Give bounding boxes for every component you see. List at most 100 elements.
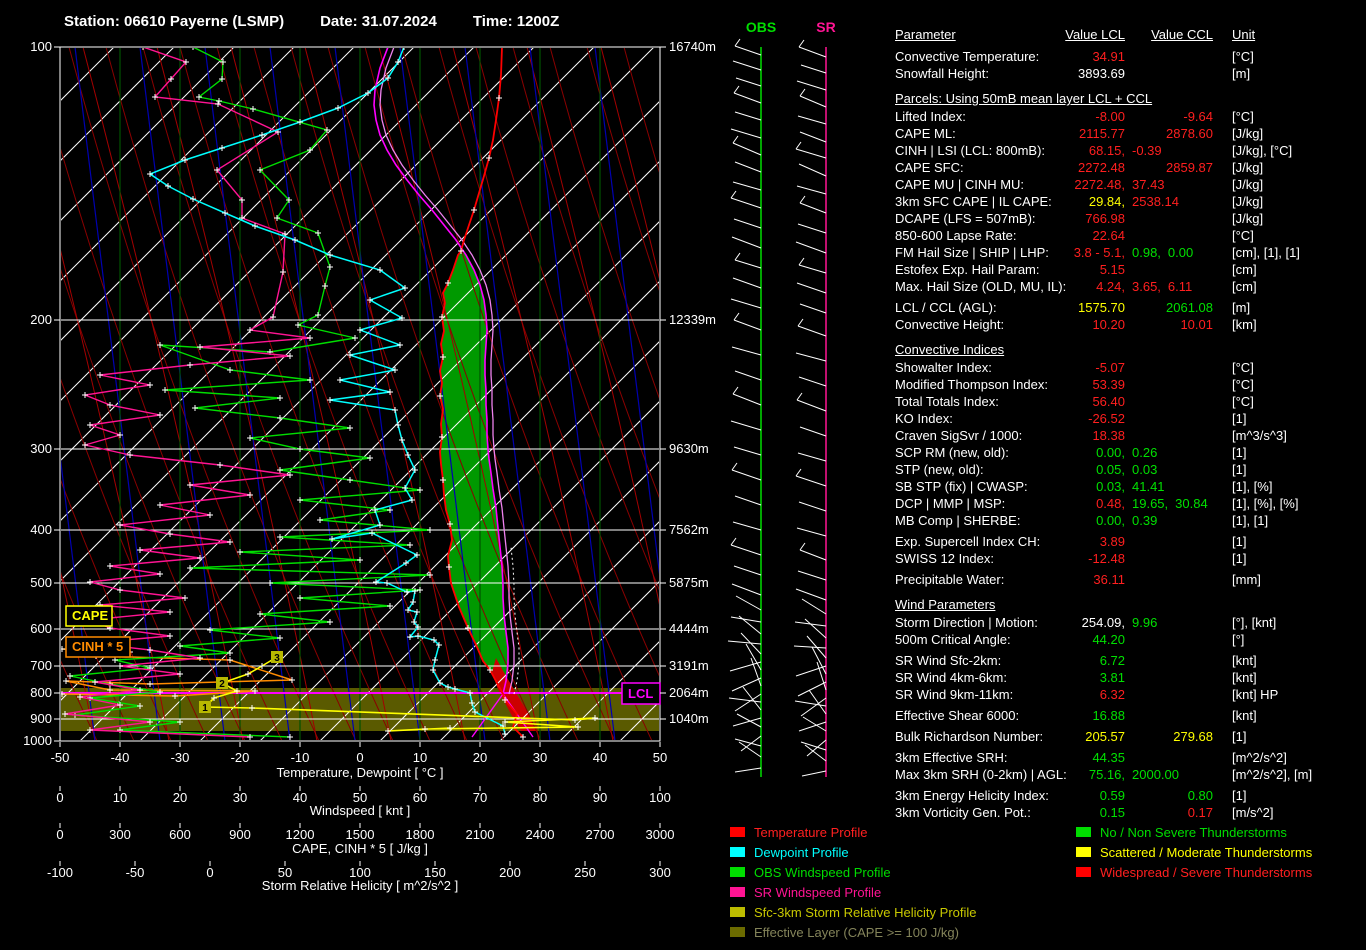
pressure-tick-label: 100	[30, 39, 52, 54]
svg-text:3: 3	[274, 653, 280, 664]
pressure-tick-label: 200	[30, 312, 52, 327]
pressure-tick-label: 500	[30, 575, 52, 590]
table-row: MB Comp | SHERBE: 0.00, 0.39 [1], [1]	[895, 513, 1269, 528]
legend-label: Widespread / Severe Thunderstorms	[1100, 864, 1313, 880]
obs-windspeed-profile	[67, 48, 433, 740]
chart-title: Station: 06610 Payerne (LSMP) Date: 31.07…	[64, 13, 595, 30]
cinh-area	[492, 658, 536, 731]
axis-tick-label: 50	[353, 790, 367, 805]
chart-border	[59, 46, 661, 742]
table-row: Total Totals Index: 56.40 [°C]	[895, 394, 1254, 409]
bottom-axis-2: 0 300 600 900 1200 1500 1800 2100 2400 2700 3000 CA…	[56, 823, 674, 856]
lcl-label: LCL	[621, 682, 661, 705]
axis-tick-label: 30	[533, 750, 547, 765]
svg-text:LCL: LCL	[628, 686, 653, 701]
table-row: Lifted Index: -8.00 -9.64 [°C]	[895, 109, 1254, 124]
table-row: CAPE ML: 2115.77 2878.60 [J/kg]	[895, 126, 1264, 141]
severity-legend: No / Non Severe Thunderstorms Scattered /…	[1076, 822, 1312, 882]
table-row: STP (new, old): 0.05, 0.03 [1]	[895, 462, 1247, 477]
table-row: SWISS 12 Index: -12.48 [1]	[895, 551, 1247, 566]
table-row: CINH | LSI (LCL: 800mB): 68.15, -0.39 [J/kg…	[895, 143, 1293, 158]
axis-tick-label: 0	[56, 827, 63, 842]
pressure-tick-label: 300	[30, 441, 52, 456]
svg-text:2: 2	[219, 679, 225, 690]
axis-tick-label: -40	[111, 750, 130, 765]
axis-tick-label: -20	[231, 750, 250, 765]
legend-swatch	[730, 927, 745, 937]
table-row: Exp. Supercell Index CH: 3.89 [1]	[895, 534, 1247, 549]
table-row: DCAPE (LFS = 507mB): 766.98 [J/kg]	[895, 211, 1264, 226]
table-row: FM Hail Size | SHIP | LHP: 3.8 - 5.1, 0.98…	[895, 245, 1300, 260]
axis-title: Windspeed [ knt ]	[310, 803, 410, 818]
temperature-profile	[437, 48, 526, 740]
sr-column-label: SR	[816, 19, 835, 35]
axis-tick-label: -30	[171, 750, 190, 765]
bottom-axis-3: -100 -50 0 50 100 150 200 250 300 Storm Relative …	[47, 861, 671, 893]
table-row: CAPE MU | CINH MU: 2272.48, 37.43 [J/kg]	[895, 177, 1264, 192]
legend-item: Sfc-3km Storm Relative Helicity Profile	[730, 902, 977, 922]
legend-swatch	[730, 887, 745, 897]
axis-tick-label: 20	[173, 790, 187, 805]
legend-item: Effective Layer (CAPE >= 100 J/kg)	[730, 922, 977, 942]
header-value-ccl: Value CCL	[1151, 27, 1213, 42]
altitude-tick-label: 1040m	[669, 711, 709, 726]
legend-label: No / Non Severe Thunderstorms	[1100, 824, 1287, 840]
altitude-tick-label: 3191m	[669, 658, 709, 673]
altitude-tick-label: 2064m	[669, 685, 709, 700]
legend-swatch	[730, 867, 745, 877]
axis-title: Storm Relative Helicity [ m^2/s^2 ]	[262, 878, 458, 893]
table-row: KO Index: -26.52 [1]	[895, 411, 1247, 426]
legend-label: SR Windspeed Profile	[754, 884, 882, 900]
axis-tick-label: -50	[126, 865, 145, 880]
background-grid	[61, 48, 659, 740]
axis-tick-label: 20	[473, 750, 487, 765]
axis-tick-label: 1800	[406, 827, 435, 842]
axis-tick-label: 0	[356, 750, 363, 765]
table-row: Estofex Exp. Hail Param: 5.15 [cm]	[895, 262, 1257, 277]
axis-tick-label: 40	[293, 790, 307, 805]
profile-legend: Temperature Profile Dewpoint Profile OBS W…	[730, 822, 977, 942]
altitude-tick-label: 12339m	[669, 312, 716, 327]
table-section-header: Parcels: Using 50mB mean layer LCL + CCL	[895, 91, 1153, 106]
pressure-tick-label: 600	[30, 621, 52, 636]
legend-label: Sfc-3km Storm Relative Helicity Profile	[754, 904, 977, 920]
axis-tick-label: 50	[653, 750, 667, 765]
axis-tick-label: -10	[291, 750, 310, 765]
axis-tick-label: 3000	[646, 827, 675, 842]
table-row: SR Wind 4km-6km: 3.81 [knt]	[895, 670, 1257, 685]
km-agl-marker: 2	[216, 677, 228, 690]
parcel-curve	[373, 48, 509, 695]
axis-tick-label: 50	[278, 865, 292, 880]
table-row: Storm Direction | Motion: 254.09, 9.96 [°],…	[895, 615, 1277, 630]
date-label: Date: 31.07.2024	[320, 13, 437, 30]
header-unit: Unit	[1232, 27, 1256, 42]
header-parameter: Parameter	[895, 27, 956, 42]
table-row: Craven SigSvr / 1000: 18.38 [m^3/s^3]	[895, 428, 1287, 443]
legend-label: Scattered / Moderate Thunderstorms	[1100, 844, 1313, 860]
chart-plot-area: 3 2 1	[61, 48, 659, 740]
table-row: DCP | MMP | MSP: 0.48, 19.65, 30.84 [1], [%]…	[895, 496, 1299, 511]
parameter-table-header: Parameter Value LCL Value CCL Unit	[895, 27, 1366, 49]
pressure-tick-label: 400	[30, 522, 52, 537]
table-section-header: Wind Parameters	[895, 597, 996, 612]
pressure-tick-label: 800	[30, 685, 52, 700]
srh-profile	[202, 654, 598, 734]
axis-tick-label: 10	[413, 750, 427, 765]
km-agl-marker: 3	[271, 651, 283, 664]
table-row: 3km Energy Helicity Index: 0.59 0.80 [1]	[895, 788, 1247, 803]
bottom-axis-0: -50 -40 -30 -20 -10 0 10 20 30 40 50 Temperature, D…	[51, 742, 667, 780]
axis-tick-label: -100	[47, 865, 73, 880]
station-label: Station: 06610 Payerne (LSMP)	[64, 13, 285, 30]
legend-item: Scattered / Moderate Thunderstorms	[1076, 842, 1312, 862]
table-row: 3km Effective SRH: 44.35 [m^2/s^2]	[895, 750, 1287, 765]
header-value-lcl: Value LCL	[1065, 27, 1125, 42]
axis-tick-label: 300	[109, 827, 131, 842]
table-row: SR Wind Sfc-2km: 6.72 [knt]	[895, 653, 1257, 668]
axis-title: Temperature, Dewpoint [ °C ]	[276, 765, 443, 780]
virtual-parcel-curve	[510, 546, 520, 695]
time-label: Time: 1200Z	[472, 13, 560, 30]
legend-swatch	[730, 907, 745, 917]
axis-tick-label: 0	[56, 790, 63, 805]
axis-tick-label: 300	[649, 865, 671, 880]
